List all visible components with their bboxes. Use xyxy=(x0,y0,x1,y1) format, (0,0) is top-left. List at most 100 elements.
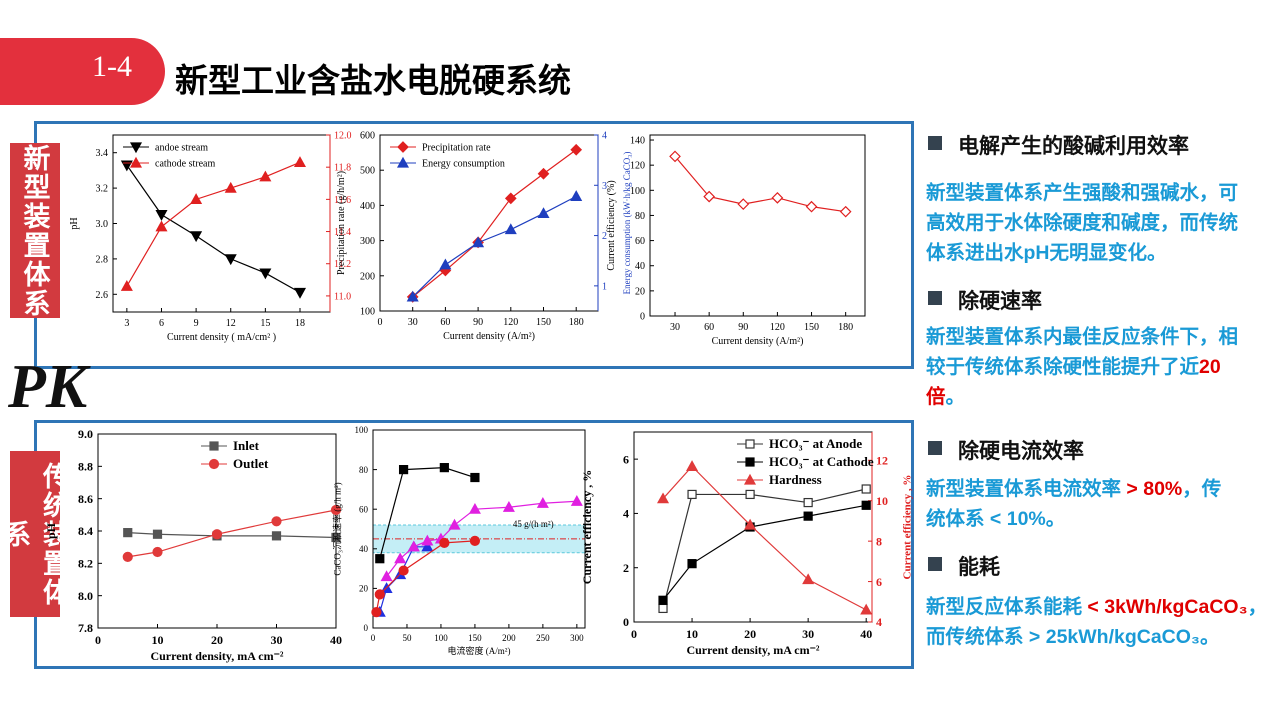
series-line xyxy=(662,465,867,611)
marker xyxy=(737,198,750,210)
marker xyxy=(861,484,871,494)
y-tick-label: 0 xyxy=(364,623,369,633)
legend-label: Energy consumption xyxy=(422,159,505,170)
bullet-square xyxy=(928,291,942,305)
marker xyxy=(536,497,549,508)
x-tick-label: 10 xyxy=(152,633,164,647)
y-tick-label: 400 xyxy=(360,201,375,212)
marker xyxy=(211,529,223,540)
text-run: > 80% xyxy=(1121,478,1183,500)
panel-label: 新型装置体系 xyxy=(10,143,60,318)
y-tick-label: 600 xyxy=(360,131,375,142)
marker xyxy=(406,290,419,302)
marker xyxy=(397,141,409,153)
bullet-text: 新型装置体系电流效率 > 80%，传统体系 < 10%。 xyxy=(926,474,1240,534)
y-tick-label: 20 xyxy=(635,286,645,297)
y-tick-label: 8.8 xyxy=(78,460,93,474)
y2-tick-label: 11.0 xyxy=(334,291,351,302)
y-axis-label: Precipitation rate (g/h/m²) xyxy=(336,171,347,275)
x-tick-label: 300 xyxy=(570,633,584,643)
y-tick-label: 3.4 xyxy=(96,148,109,159)
y-tick-label: 60 xyxy=(359,504,369,514)
marker xyxy=(407,540,420,552)
series-line xyxy=(412,149,577,298)
x-tick-label: 0 xyxy=(378,317,383,328)
marker xyxy=(658,603,668,614)
marker xyxy=(224,181,237,193)
marker xyxy=(687,559,697,569)
legend-label: Precipitation rate xyxy=(422,143,491,154)
x-axis-label: Current density, mA cm⁻² xyxy=(150,649,283,663)
marker xyxy=(805,200,818,213)
marker xyxy=(570,143,583,156)
marker xyxy=(293,287,307,299)
section-number: 1-4 xyxy=(92,50,132,83)
marker xyxy=(120,160,133,172)
y-tick-label: 40 xyxy=(359,544,369,554)
marker xyxy=(129,142,143,154)
x-tick-label: 150 xyxy=(536,317,551,328)
y-tick-label: 100 xyxy=(630,186,645,197)
marker xyxy=(537,207,550,219)
y-tick-label: 0 xyxy=(623,615,629,629)
y-tick-label: 8.4 xyxy=(78,524,93,538)
legend-label: cathode stream xyxy=(155,159,215,170)
y-tick-label: 3.0 xyxy=(96,219,109,230)
series-line xyxy=(126,164,301,294)
y-tick-label: 500 xyxy=(360,166,375,177)
marker xyxy=(123,528,133,538)
y2-tick-label: 3 xyxy=(602,181,607,192)
bullet-text: 新型装置体系产生强酸和强碱水，可高效用于水体除硬度和碱度，而传统体系进出水pH无… xyxy=(926,178,1240,268)
marker xyxy=(537,167,550,180)
marker xyxy=(448,518,461,530)
marker xyxy=(802,573,815,585)
text-run: 新型装置体系电流效率 xyxy=(926,478,1122,500)
marker xyxy=(331,532,341,543)
bullet-heading: 电解产生的酸碱利用效率 xyxy=(958,135,1189,158)
x-tick-label: 100 xyxy=(434,633,448,643)
y2-tick-label: 11.4 xyxy=(334,227,351,238)
marker xyxy=(155,210,168,221)
x-axis-label: Current density (A/m²) xyxy=(712,336,804,347)
y2-tick-label: 8 xyxy=(876,534,882,548)
marker xyxy=(745,457,755,467)
legend-label: Outlet xyxy=(233,456,269,471)
x-axis-label: Current density (A/m²) xyxy=(443,331,535,342)
legend-label: HCO₃⁻ at Anode xyxy=(769,436,862,451)
marker xyxy=(743,473,757,485)
text-run: 。 xyxy=(945,386,966,408)
series-line xyxy=(662,488,867,609)
annotation: 45 g/(h m²) xyxy=(513,519,554,529)
y-axis-label: pH xyxy=(69,217,80,229)
marker xyxy=(439,463,449,473)
y2-tick-label: 11.8 xyxy=(334,163,351,174)
x-tick-label: 20 xyxy=(211,633,223,647)
marker xyxy=(703,190,716,203)
y-tick-label: 7.8 xyxy=(78,621,93,635)
marker xyxy=(259,268,272,280)
marker xyxy=(687,489,697,500)
y-tick-label: 0 xyxy=(640,312,645,323)
text-run: < 3kWh/kgCaCO₃ xyxy=(1082,596,1248,618)
marker xyxy=(504,223,517,235)
marker xyxy=(771,191,784,204)
y-tick-label: 8.2 xyxy=(78,557,93,571)
y2-tick-label: 1 xyxy=(602,281,607,292)
x-tick-label: 10 xyxy=(686,627,698,641)
text-run: ，传统体系 < 10%。 xyxy=(926,478,1222,530)
marker xyxy=(330,504,342,516)
marker xyxy=(122,551,133,562)
marker xyxy=(803,511,813,521)
x-axis-label: Current density ( mA/cm² ) xyxy=(167,332,276,343)
series-line xyxy=(386,500,577,577)
y2-tick-label: 12.0 xyxy=(334,131,352,142)
marker xyxy=(190,193,203,204)
x-tick-label: 90 xyxy=(738,322,748,333)
y-tick-label: 2.8 xyxy=(96,254,109,265)
x-tick-label: 30 xyxy=(670,322,680,333)
x-tick-label: 40 xyxy=(330,633,342,647)
x-tick-label: 250 xyxy=(536,633,550,643)
y2-axis-label: Current efficiency , % xyxy=(901,475,913,580)
legend-label: Hardness xyxy=(769,472,822,487)
marker xyxy=(374,589,385,600)
